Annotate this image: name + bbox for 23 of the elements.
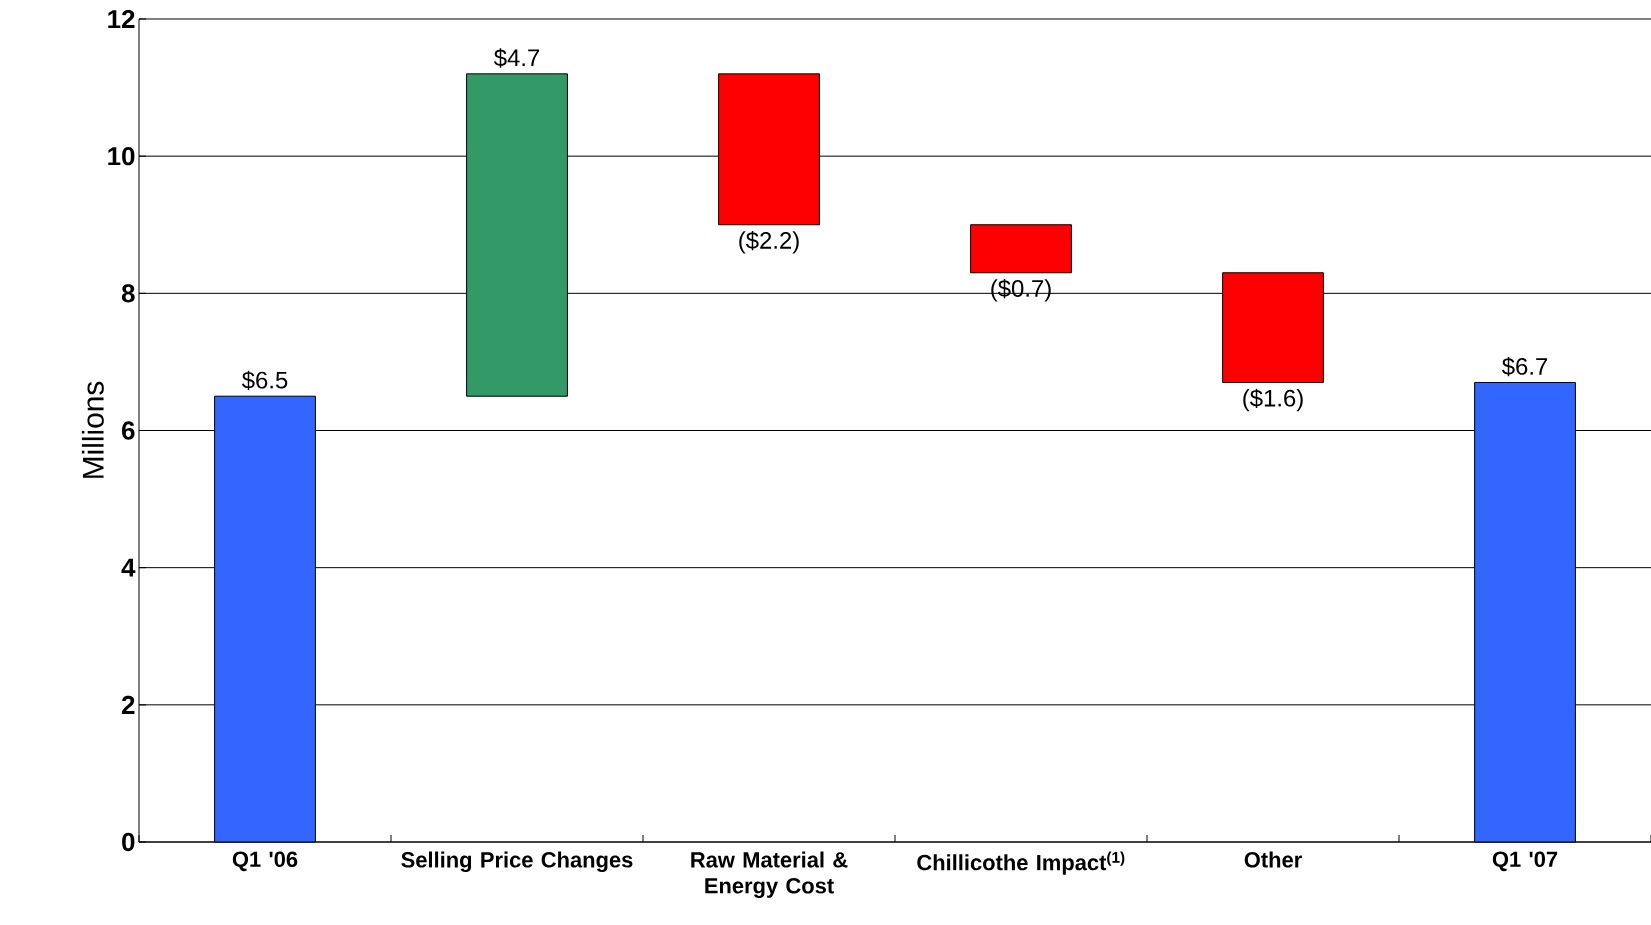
y-tick-label: 8	[121, 284, 135, 303]
x-tick-label: Raw Material & Energy Cost	[691, 851, 848, 898]
y-axis-title: Millions	[81, 381, 104, 478]
bar	[718, 73, 820, 226]
data-label: ($2.2)	[739, 230, 799, 254]
bar	[1222, 272, 1324, 383]
data-label: ($1.6)	[1243, 388, 1303, 412]
y-tick-label: 2	[121, 695, 135, 714]
y-tick-label: 6	[122, 421, 135, 440]
y-tick-label: 0	[122, 832, 135, 852]
data-label: $6.7	[1502, 356, 1548, 377]
data-label: $4.7	[493, 48, 540, 68]
y-tick-label: 4	[121, 558, 136, 577]
x-tick-label: Q1 '06	[232, 851, 298, 872]
bar	[970, 224, 1072, 274]
data-label: $6.5	[241, 370, 288, 390]
x-tick-label: Selling Price Changes	[401, 851, 633, 873]
x-tick-label: Q1 '07	[1492, 851, 1558, 872]
y-tick-label: 12	[108, 9, 135, 29]
bar	[466, 73, 568, 397]
x-tick-label: Chillicothe Impact$^{(1)}$	[917, 851, 1125, 875]
y-tick-label: 10	[108, 146, 135, 166]
x-tick-label: Other	[1244, 851, 1302, 868]
